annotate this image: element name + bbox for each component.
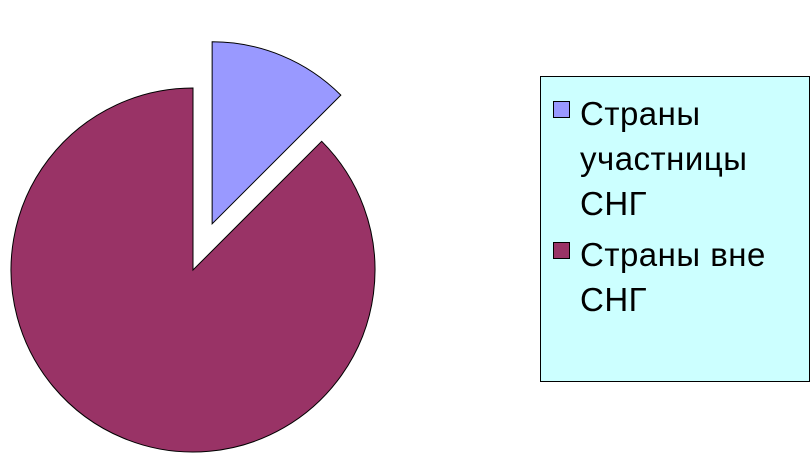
legend-label-non-cis-countries: Страны вне СНГ bbox=[580, 236, 766, 318]
legend-label-cis-countries: Страны участницы СНГ bbox=[580, 95, 748, 222]
pie-slice-cis-countries bbox=[211, 41, 342, 226]
legend-item-cis-countries: Страны участницы СНГ bbox=[553, 91, 803, 226]
pie-slice-non-cis-countries bbox=[10, 87, 376, 453]
legend-item-non-cis-countries: Страны вне СНГ bbox=[553, 232, 803, 322]
legend-swatch-non-cis-countries bbox=[553, 242, 570, 259]
legend-list: Страны участницы СНГ Страны вне СНГ bbox=[553, 91, 803, 328]
chart-legend: Страны участницы СНГ Страны вне СНГ bbox=[540, 76, 810, 382]
legend-swatch-cis-countries bbox=[553, 101, 570, 118]
